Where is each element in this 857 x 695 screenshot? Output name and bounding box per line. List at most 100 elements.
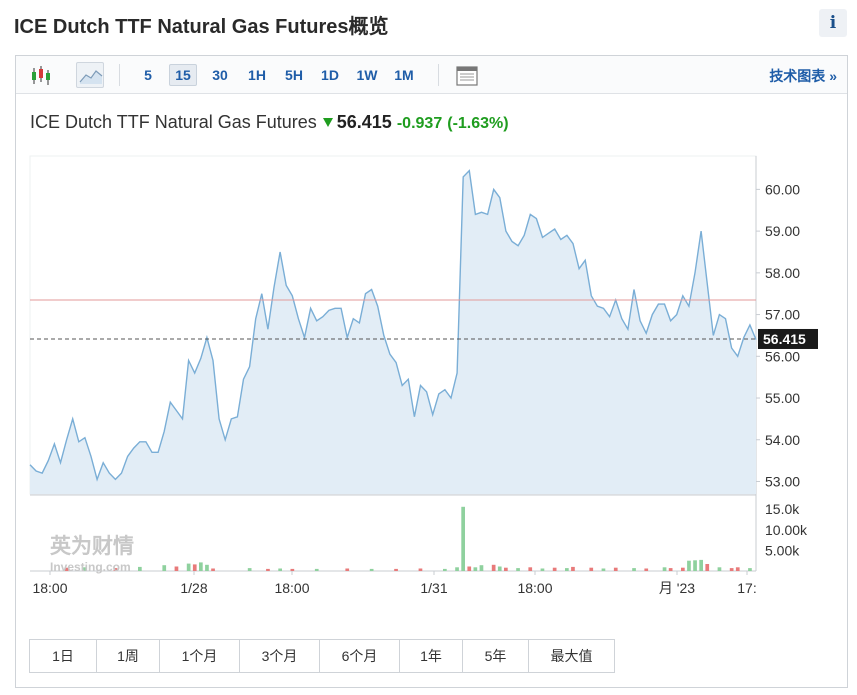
- info-button[interactable]: i: [819, 9, 847, 37]
- volume-bar: [473, 567, 478, 571]
- volume-bar: [681, 567, 685, 571]
- volume-bar: [729, 568, 734, 571]
- current-price-tag: [758, 328, 818, 349]
- volume-bar: [571, 566, 575, 571]
- interval-15[interactable]: 15: [169, 64, 197, 86]
- x-tick-label: 1/28: [180, 580, 207, 596]
- volume-bar: [443, 568, 447, 571]
- x-tick-label: 18:00: [274, 580, 309, 596]
- volume-bar: [418, 568, 423, 571]
- volume-bar: [668, 568, 673, 571]
- x-tick-label: 18:00: [517, 580, 552, 596]
- technical-chart-link[interactable]: 技术图表 »: [769, 68, 837, 84]
- volume-bar: [266, 568, 270, 571]
- volume-bar: [83, 567, 87, 571]
- time-range-tabs: 1日 1周 1个月 3个月 6个月 1年 5年 最大值: [29, 639, 615, 673]
- price-change-percent: (-1.63%): [447, 115, 509, 132]
- range-tab-1y[interactable]: 1年: [400, 640, 463, 672]
- volume-bar: [717, 567, 722, 571]
- volume-bar: [394, 568, 398, 571]
- y-tick-label: 54.00: [765, 432, 800, 448]
- interval-5[interactable]: 5: [144, 67, 152, 83]
- volume-bar: [211, 568, 215, 571]
- volume-bar: [528, 567, 533, 571]
- volume-bar: [699, 559, 703, 571]
- volume-bar: [479, 565, 484, 571]
- volume-tick-label: 10.00k: [765, 522, 808, 538]
- range-tab-5y[interactable]: 5年: [463, 640, 529, 672]
- range-tab-1d[interactable]: 1日: [30, 640, 97, 672]
- interval-1m[interactable]: 1M: [394, 67, 414, 83]
- volume-bar: [693, 560, 697, 571]
- volume-bar: [64, 567, 69, 571]
- x-tick-label: 1/31: [420, 580, 447, 596]
- volume-bar: [345, 568, 350, 571]
- y-tick-label: 58.00: [765, 265, 800, 281]
- x-tick-label: 17:: [737, 580, 756, 596]
- page-title: ICE Dutch TTF Natural Gas Futures概览: [14, 16, 389, 38]
- candlestick-chart-icon[interactable]: [26, 62, 54, 88]
- y-tick-label: 59.00: [765, 223, 800, 239]
- volume-bar: [735, 567, 740, 571]
- volume-bar: [540, 568, 545, 571]
- quote-line: ICE Dutch TTF Natural Gas Futures 56.415 …: [30, 112, 509, 133]
- x-tick-label: 月 '23: [659, 580, 695, 596]
- volume-bar: [162, 565, 167, 571]
- volume-bar: [687, 560, 691, 571]
- interval-1w[interactable]: 1W: [356, 67, 378, 83]
- volume-bar: [199, 562, 203, 571]
- volume-bar: [705, 564, 710, 571]
- chart-toolbar: 5 15 30 1H 5H 1D 1W 1M 技术图表 »: [16, 56, 847, 94]
- volume-tick-label: 5.00k: [765, 542, 800, 558]
- volume-bar: [552, 567, 557, 571]
- range-tab-1w[interactable]: 1周: [97, 640, 160, 672]
- toolbar-divider: [119, 64, 120, 86]
- volume-bar: [516, 568, 520, 571]
- volume-bar: [644, 568, 649, 571]
- chart-panel: 5 15 30 1H 5H 1D 1W 1M 技术图表 » ICE Dutch …: [15, 55, 848, 688]
- range-tab-3m[interactable]: 3个月: [240, 640, 320, 672]
- volume-bar: [491, 564, 496, 571]
- instrument-name: ICE Dutch TTF Natural Gas Futures: [30, 112, 317, 132]
- volume-bar: [455, 567, 459, 571]
- volume-bar: [138, 566, 142, 571]
- volume-bar: [467, 566, 472, 571]
- volume-bar: [497, 566, 502, 571]
- price-chart[interactable]: 56.415 53.00 54.00 55.00 56.00 57.00 58.00 59.…: [16, 56, 847, 616]
- interval-30[interactable]: 30: [212, 67, 228, 83]
- x-tick-label: 18:00: [32, 580, 67, 596]
- y-tick-label: 57.00: [765, 307, 800, 323]
- volume-bar: [662, 567, 667, 571]
- volume-bar: [290, 568, 295, 571]
- volume-bar: [589, 567, 594, 571]
- price-line: [29, 169, 757, 482]
- last-price: 56.415: [336, 112, 392, 132]
- current-price-label: 56.415: [763, 331, 806, 347]
- price-change: -0.937: [396, 115, 443, 132]
- interval-1h[interactable]: 1H: [248, 67, 266, 83]
- volume-bar: [601, 568, 606, 571]
- y-tick-label: 56.00: [765, 348, 800, 364]
- volume-bar: [565, 568, 569, 571]
- volume-bar: [278, 568, 282, 571]
- volume-bar: [174, 566, 179, 571]
- range-tab-max[interactable]: 最大值: [550, 648, 593, 664]
- volume-bar: [192, 564, 197, 571]
- interval-5h[interactable]: 5H: [285, 67, 303, 83]
- volume-bar: [632, 568, 636, 571]
- table-view-icon[interactable]: [452, 62, 480, 88]
- range-tab-6m[interactable]: 6个月: [320, 640, 400, 672]
- volume-bar: [748, 568, 752, 571]
- y-tick-label: 55.00: [765, 390, 800, 406]
- interval-1d[interactable]: 1D: [321, 67, 339, 83]
- area-chart-icon[interactable]: [76, 62, 104, 88]
- volume-bar: [205, 564, 209, 571]
- volume-tick-label: 15.0k: [765, 501, 800, 517]
- toolbar-divider: [438, 64, 439, 86]
- range-tab-1m[interactable]: 1个月: [160, 640, 240, 672]
- volume-bar: [113, 568, 118, 571]
- volume-bar: [613, 567, 618, 571]
- volume-bar: [461, 506, 465, 571]
- volume-bar: [247, 568, 252, 571]
- y-tick-label: 60.00: [765, 181, 800, 197]
